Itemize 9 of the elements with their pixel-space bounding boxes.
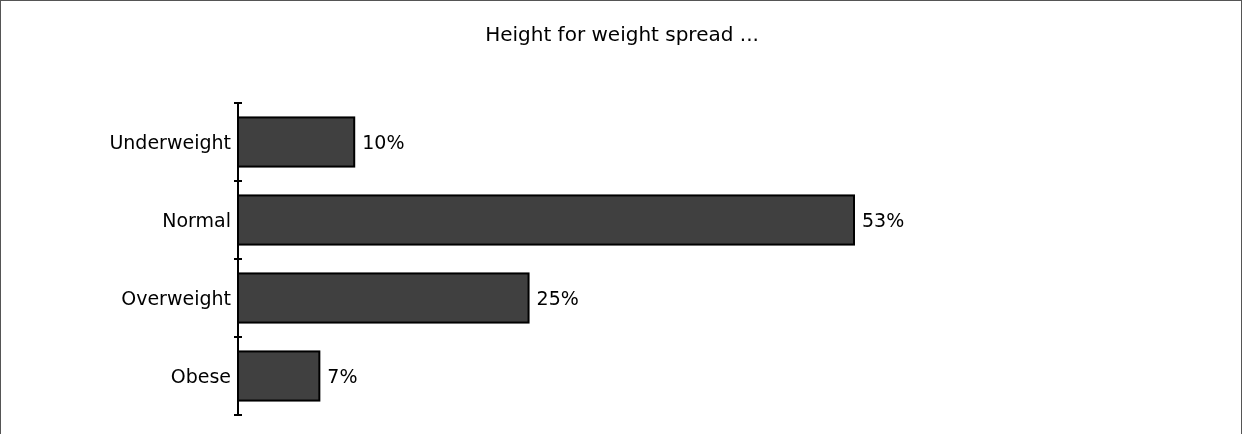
data-label: 10% — [362, 130, 405, 153]
data-label: 53% — [862, 208, 905, 231]
data-label: 25% — [536, 286, 579, 309]
y-tick-label: Underweight — [109, 130, 231, 153]
y-tick-label: Obese — [170, 364, 231, 387]
data-label: 7% — [327, 364, 358, 387]
y-tick-label: Overweight — [121, 286, 231, 309]
y-tick-label: Normal — [162, 208, 231, 231]
chart-title: Height for weight spread ... — [485, 22, 759, 46]
